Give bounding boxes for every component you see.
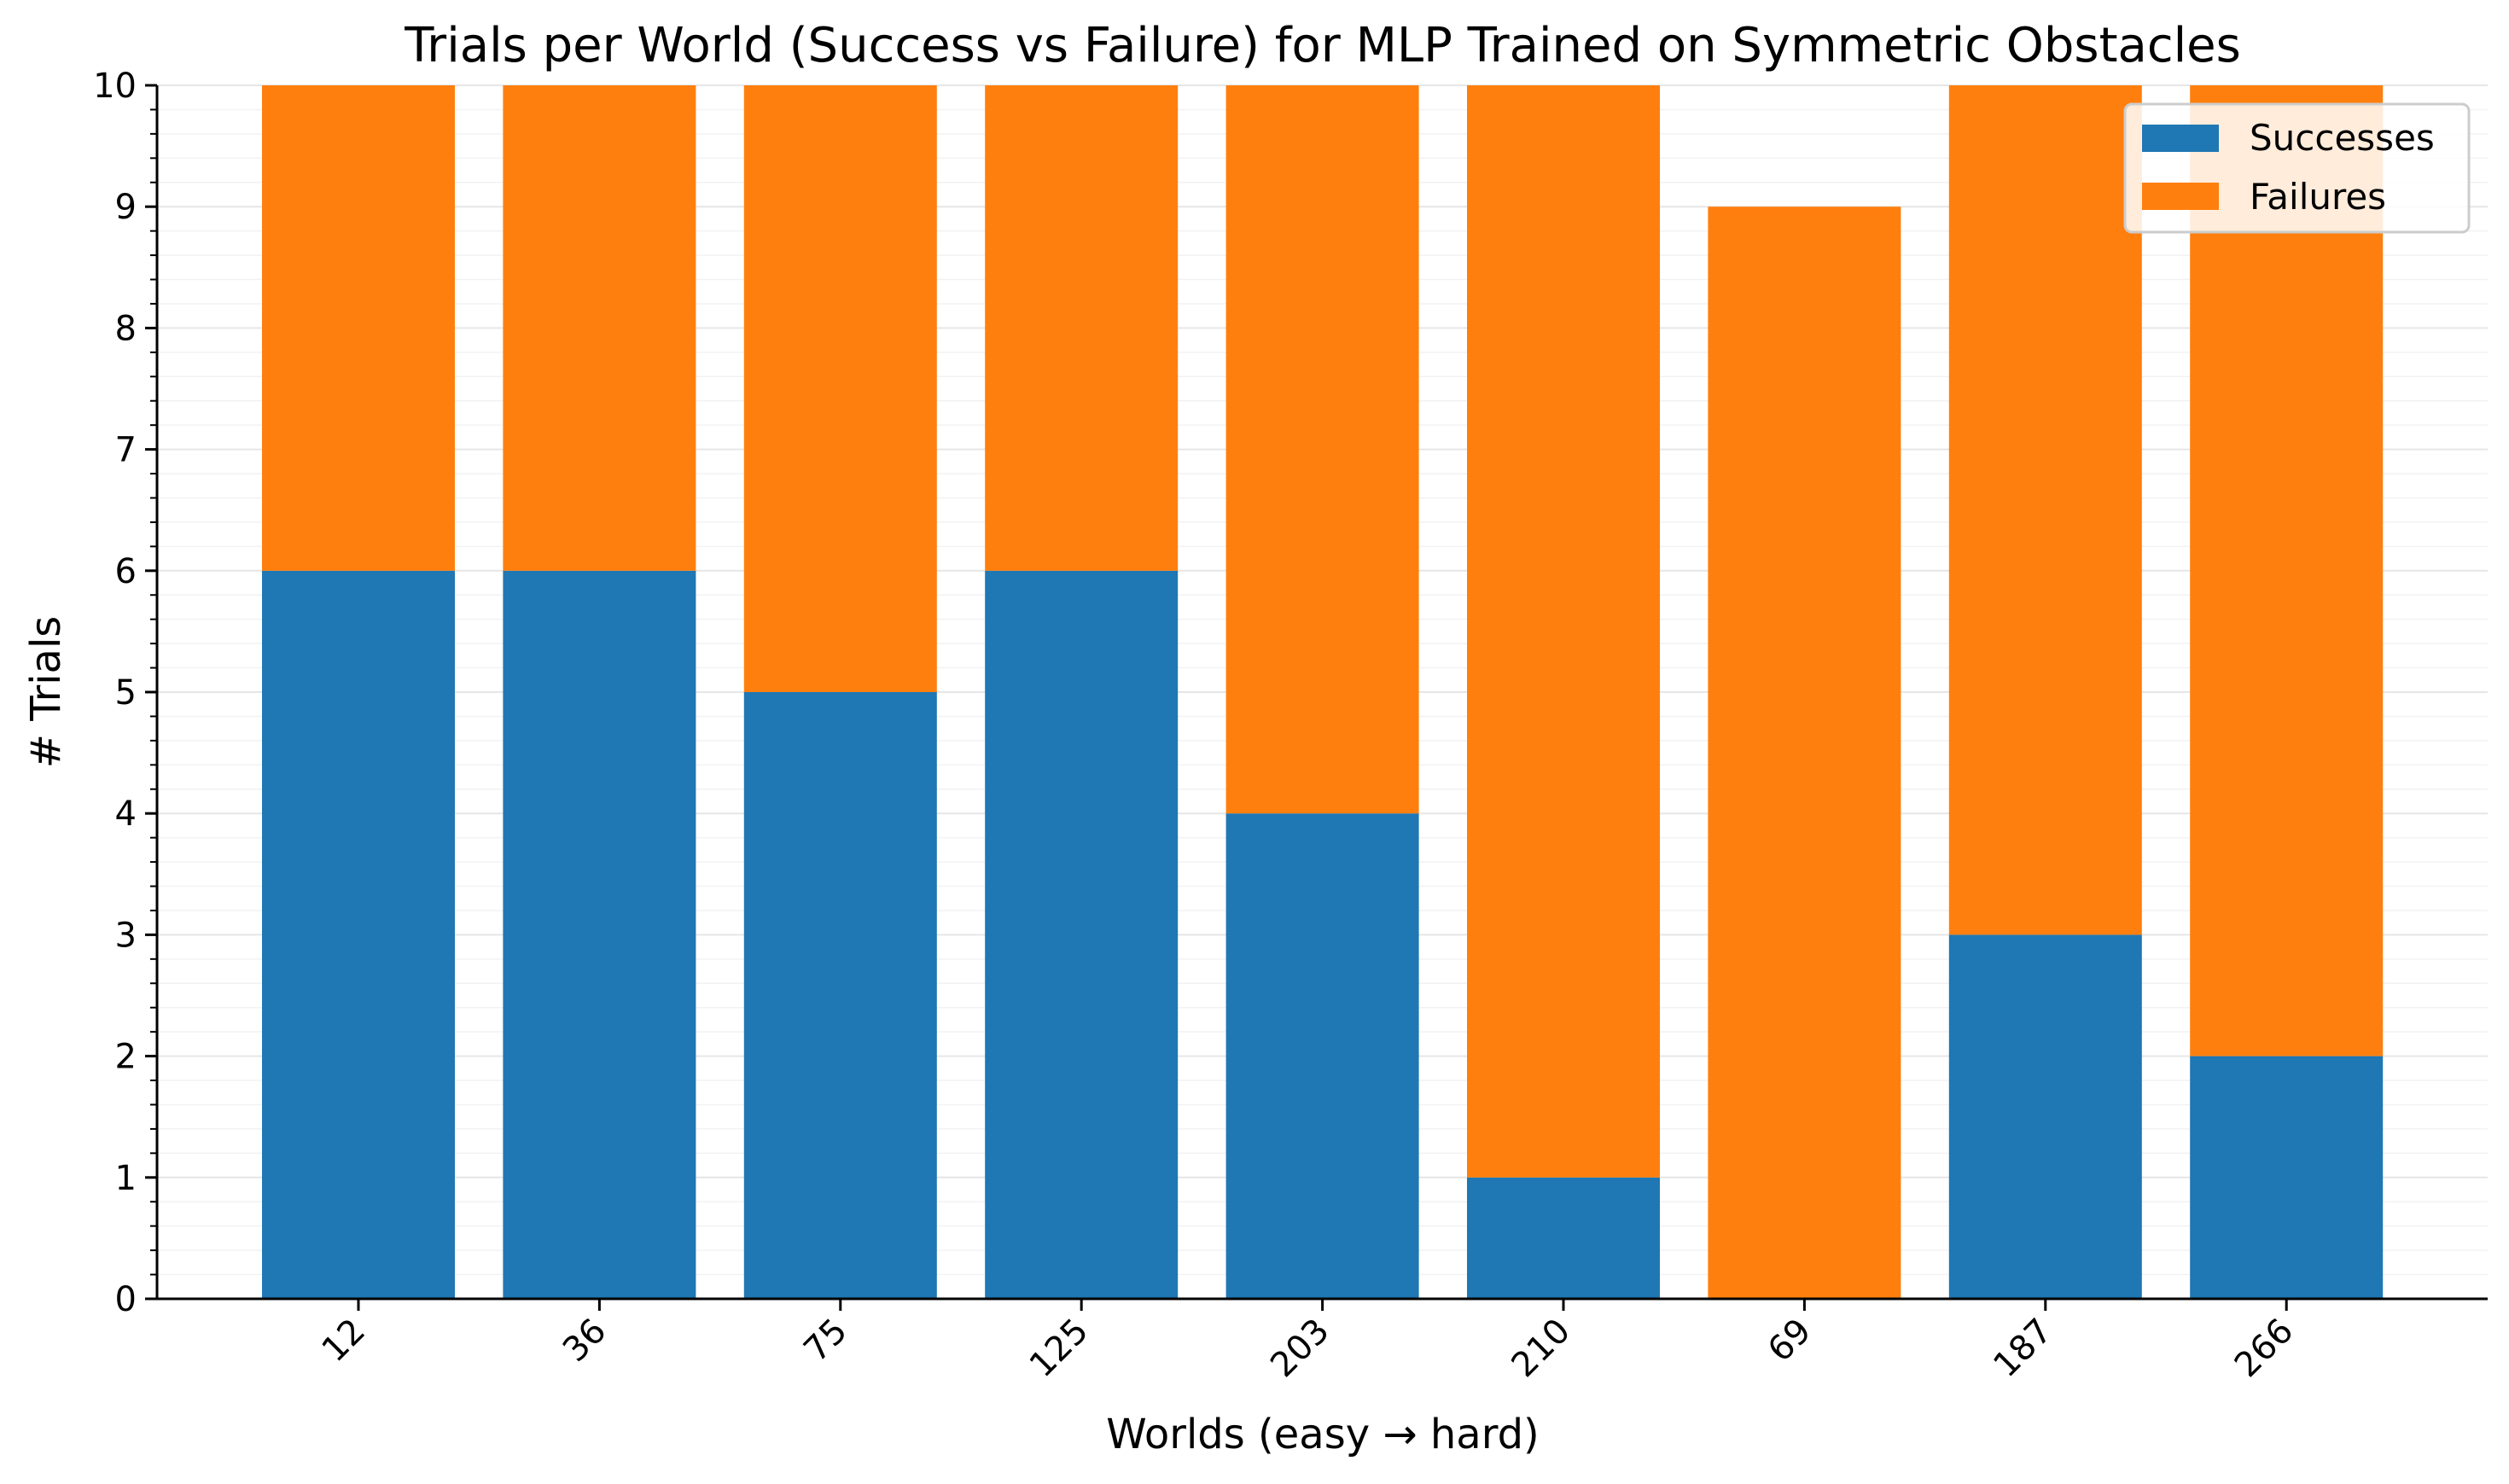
bar-failures-187 bbox=[1948, 85, 2142, 935]
bar-successes-210 bbox=[1467, 1177, 1660, 1299]
y-tick-label: 5 bbox=[115, 673, 137, 713]
legend-label-successes: Successes bbox=[2250, 117, 2435, 159]
bar-failures-12 bbox=[262, 85, 455, 571]
bar-failures-75 bbox=[743, 85, 937, 692]
legend-swatch-successes bbox=[2142, 125, 2219, 152]
bar-successes-75 bbox=[743, 692, 937, 1299]
bar-successes-36 bbox=[503, 570, 696, 1299]
x-tick-label: 125 bbox=[1022, 1312, 1097, 1386]
x-tick-label: 36 bbox=[556, 1312, 614, 1371]
y-tick-label: 9 bbox=[115, 188, 137, 227]
bar-successes-266 bbox=[2190, 1056, 2384, 1299]
bar-failures-210 bbox=[1467, 85, 1660, 1178]
y-tick-label: 2 bbox=[115, 1038, 137, 1077]
bar-failures-36 bbox=[503, 85, 696, 571]
y-tick-label: 1 bbox=[115, 1159, 137, 1198]
bar-successes-125 bbox=[985, 570, 1179, 1299]
y-tick-label: 3 bbox=[115, 916, 137, 955]
chart-title: Trials per World (Success vs Failure) fo… bbox=[404, 18, 2241, 73]
bar-failures-125 bbox=[985, 85, 1179, 571]
y-tick-label: 0 bbox=[115, 1280, 137, 1319]
bar-failures-266 bbox=[2190, 85, 2384, 1056]
bar-successes-203 bbox=[1225, 813, 1419, 1299]
legend-label-failures: Failures bbox=[2250, 176, 2386, 218]
y-tick-label: 7 bbox=[115, 431, 137, 470]
y-tick-label: 8 bbox=[115, 309, 137, 348]
bars bbox=[262, 85, 2384, 1300]
y-axis-label: # Trials bbox=[22, 616, 70, 769]
x-tick-label: 69 bbox=[1761, 1312, 1819, 1371]
x-tick-label: 187 bbox=[1986, 1312, 2060, 1386]
y-ticks: 0 1 2 3 4 5 6 7 8 9 10 bbox=[93, 67, 157, 1319]
bar-failures-69 bbox=[1708, 207, 1901, 1300]
x-tick-label: 266 bbox=[2227, 1312, 2302, 1386]
y-tick-label: 6 bbox=[115, 552, 137, 591]
x-tick-label: 12 bbox=[315, 1312, 374, 1371]
bar-successes-12 bbox=[262, 570, 455, 1299]
legend: Successes Failures bbox=[2123, 102, 2471, 234]
x-tick-label: 210 bbox=[1505, 1312, 1579, 1386]
y-tick-label: 10 bbox=[93, 67, 137, 106]
legend-swatch-failures bbox=[2142, 183, 2219, 210]
y-tick-label: 4 bbox=[115, 794, 137, 834]
x-tick-label: 203 bbox=[1263, 1312, 1337, 1386]
bar-successes-187 bbox=[1948, 934, 2142, 1299]
x-ticks: 12 36 75 125 203 210 69 187 266 bbox=[315, 1299, 2302, 1386]
x-axis-label: Worlds (easy → hard) bbox=[1106, 1411, 1540, 1458]
x-tick-label: 75 bbox=[796, 1312, 855, 1371]
bar-failures-203 bbox=[1225, 85, 1419, 814]
